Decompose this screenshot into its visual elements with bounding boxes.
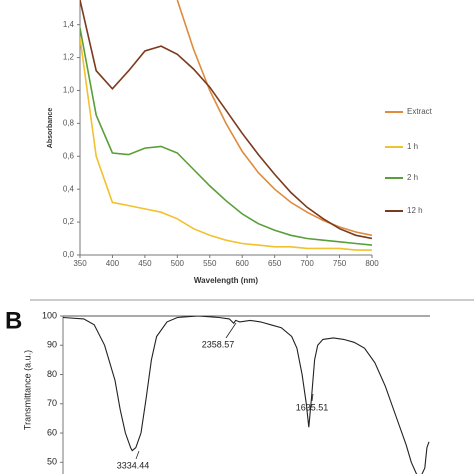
y-axis-label: Transmittance (a.u.) — [22, 350, 32, 430]
y-axis-label: Absorbance — [47, 108, 54, 149]
y-tick-label: 1,0 — [63, 86, 75, 95]
legend-label: Extract — [407, 107, 433, 116]
x-axis-label: Wavelength (nm) — [194, 276, 258, 285]
series-line — [176, 0, 372, 237]
annotation-arrow — [135, 450, 140, 460]
legend-label: 12 h — [407, 206, 423, 215]
x-tick-label: 650 — [268, 259, 282, 268]
y-tick-label: 80 — [47, 369, 57, 379]
x-tick-label: 800 — [365, 259, 379, 268]
y-tick-label: 1,4 — [63, 20, 75, 29]
y-tick-label: 0,8 — [63, 118, 75, 127]
series-line — [80, 0, 372, 240]
x-tick-label: 550 — [203, 259, 217, 268]
legend-label: 2 h — [407, 173, 418, 182]
y-tick-label: 0,4 — [63, 184, 75, 193]
y-tick-label: 100 — [42, 310, 57, 320]
y-tick-label: 1,2 — [63, 53, 75, 62]
series-line — [63, 316, 430, 474]
series-line — [80, 27, 372, 246]
y-tick-label: 60 — [47, 427, 57, 437]
y-tick-label: 90 — [47, 340, 57, 350]
y-tick-label: 0,0 — [63, 250, 75, 259]
y-tick-label: 50 — [47, 457, 57, 467]
panel-label: B — [5, 307, 22, 334]
annotation: 2358.57 — [202, 339, 235, 349]
x-tick-label: 700 — [300, 259, 314, 268]
y-tick-label: 0,6 — [63, 151, 75, 160]
x-tick-label: 500 — [171, 259, 185, 268]
x-tick-label: 450 — [138, 259, 152, 268]
y-tick-label: 0,2 — [63, 217, 75, 226]
annotation-arrow — [311, 393, 314, 402]
x-tick-label: 350 — [73, 259, 87, 268]
annotation: 3334.44 — [117, 460, 150, 470]
x-tick-label: 600 — [236, 259, 250, 268]
x-tick-label: 750 — [333, 259, 347, 268]
annotation: 1635.51 — [296, 402, 329, 412]
legend-label: 1 h — [407, 142, 418, 151]
series-line — [80, 37, 372, 251]
annotation-arrow — [225, 322, 237, 339]
y-tick-label: 70 — [47, 398, 57, 408]
x-tick-label: 400 — [106, 259, 120, 268]
